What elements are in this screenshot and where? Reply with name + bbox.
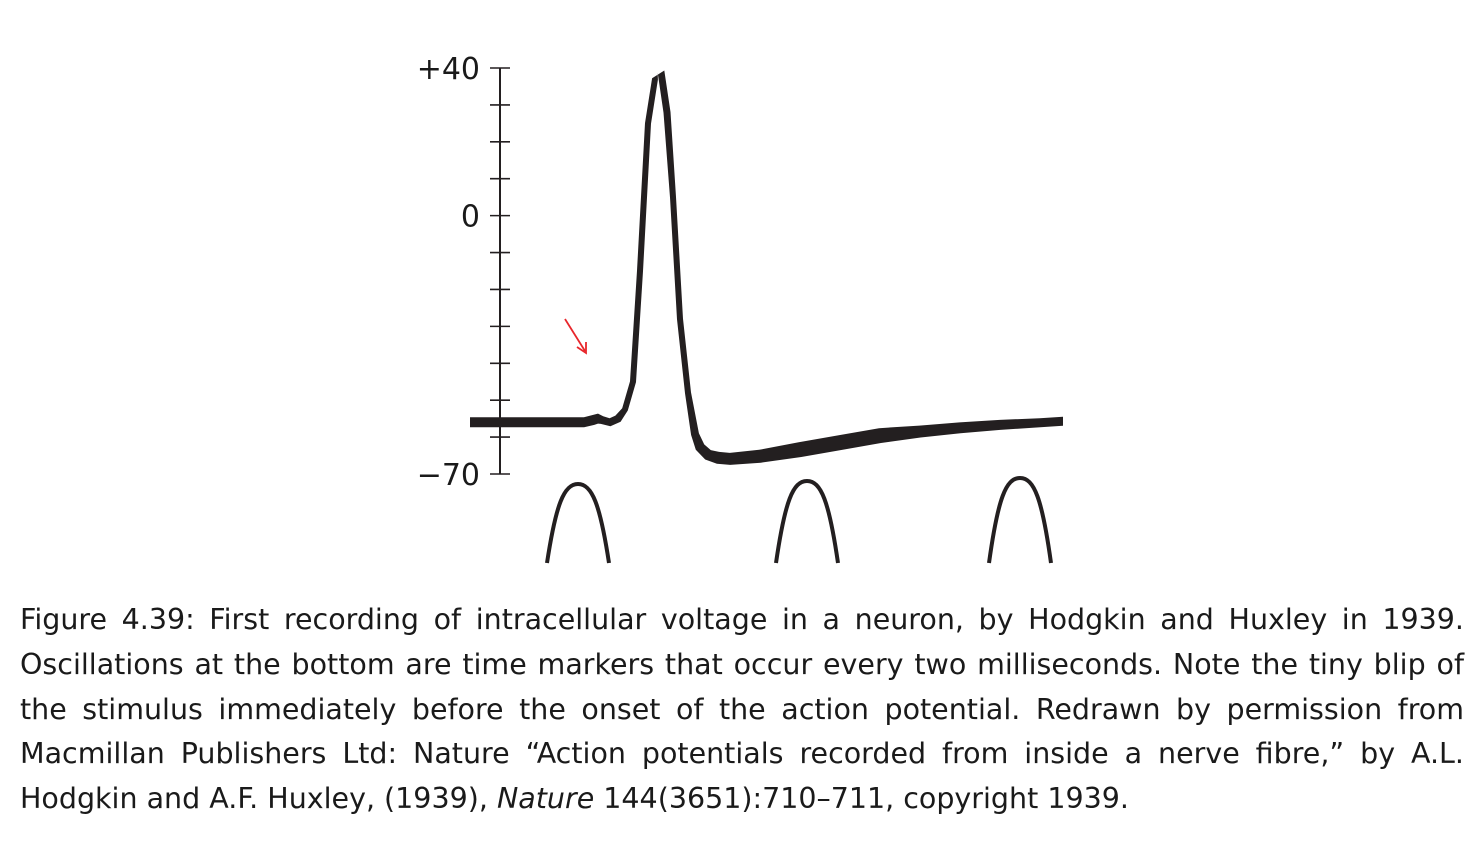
stimulus-arrow-icon — [564, 318, 587, 355]
y-axis-ticks — [490, 67, 510, 475]
caption-citation: 144(3651):710–711, copyright 1939. — [603, 782, 1129, 816]
time-marker — [774, 478, 840, 564]
time-marker — [987, 475, 1053, 564]
y-axis-tick-labels: +40 0 −70 — [417, 52, 480, 493]
voltage-trace — [470, 70, 1063, 465]
y-tick-label: 0 — [461, 200, 480, 235]
y-tick-label: −70 — [417, 458, 480, 493]
caption-journal-name: Nature — [496, 782, 595, 816]
action-potential-figure: +40 0 −70 — [417, 52, 1063, 564]
arrow-shaft — [564, 318, 586, 352]
caption-text: Figure 4.39: First recording of intracel… — [20, 603, 1464, 816]
time-markers — [545, 475, 1053, 564]
figure-caption: Figure 4.39: First recording of intracel… — [20, 598, 1464, 822]
time-marker — [545, 481, 611, 564]
y-tick-label: +40 — [417, 52, 480, 87]
arrow-head — [576, 342, 587, 355]
